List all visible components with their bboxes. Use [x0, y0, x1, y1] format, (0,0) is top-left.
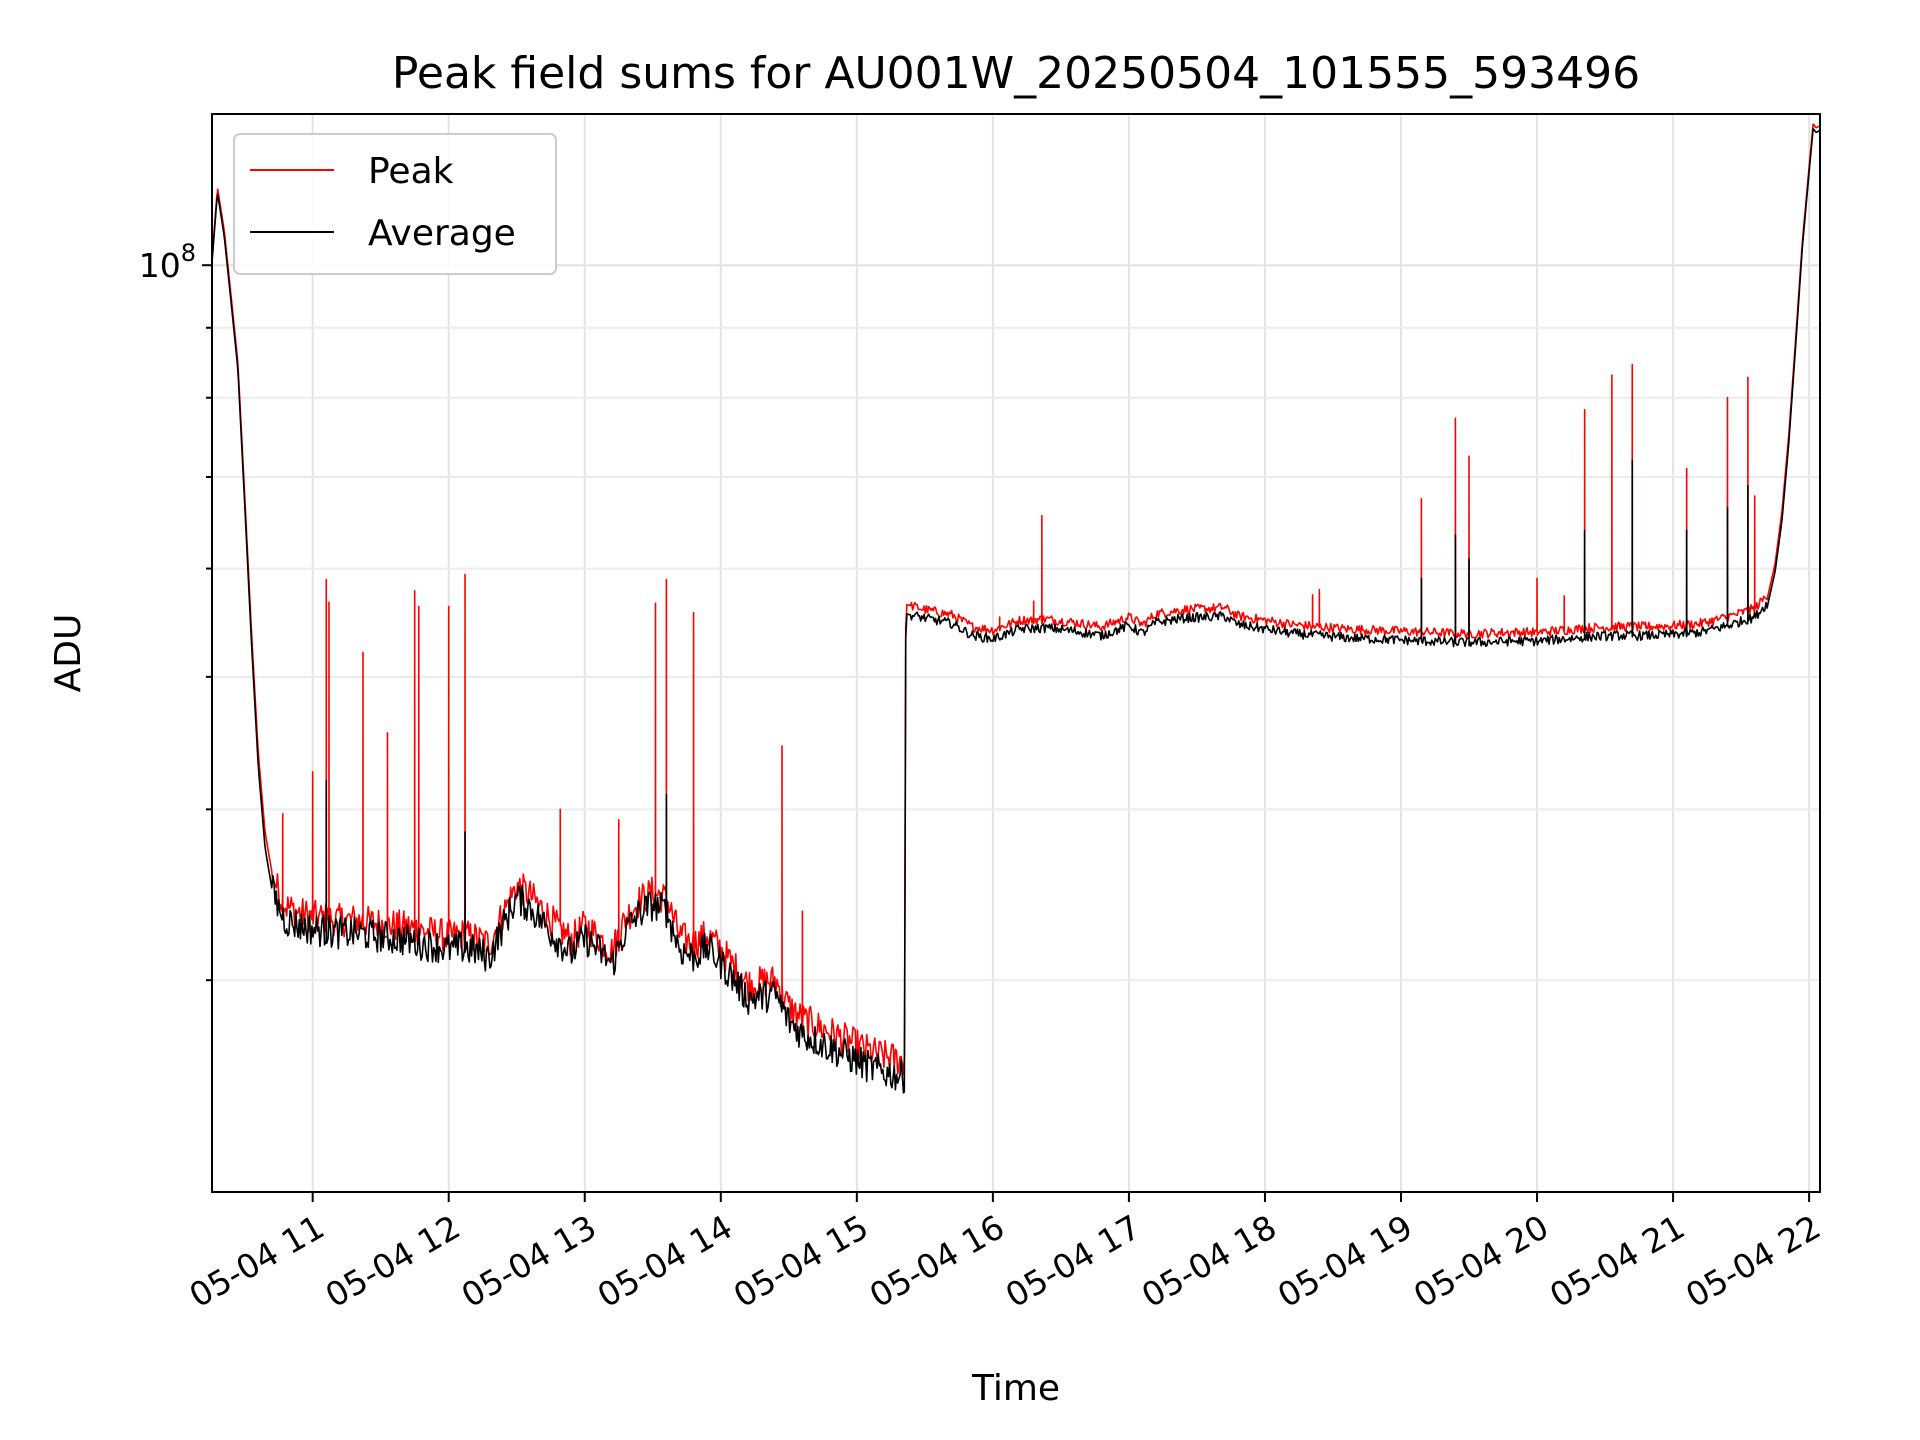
legend-label-peak: Peak	[368, 151, 454, 192]
x-axis-label: Time	[971, 1368, 1060, 1409]
grid	[212, 114, 1820, 1192]
plot-frame	[211, 113, 1821, 1193]
series-line-peak	[211, 123, 1821, 1076]
legend: Peak Average	[233, 133, 557, 275]
series-layer	[211, 123, 1821, 1094]
y-axis-label: ADU	[48, 614, 89, 693]
y-axis: 108	[139, 239, 212, 982]
chart-title: Peak field sums for AU001W_20250504_1015…	[392, 48, 1640, 99]
series-line-average	[211, 128, 1821, 1094]
y-tick-label: 108	[139, 239, 196, 285]
legend-label-average: Average	[368, 213, 516, 254]
plot-area	[211, 123, 1821, 1094]
